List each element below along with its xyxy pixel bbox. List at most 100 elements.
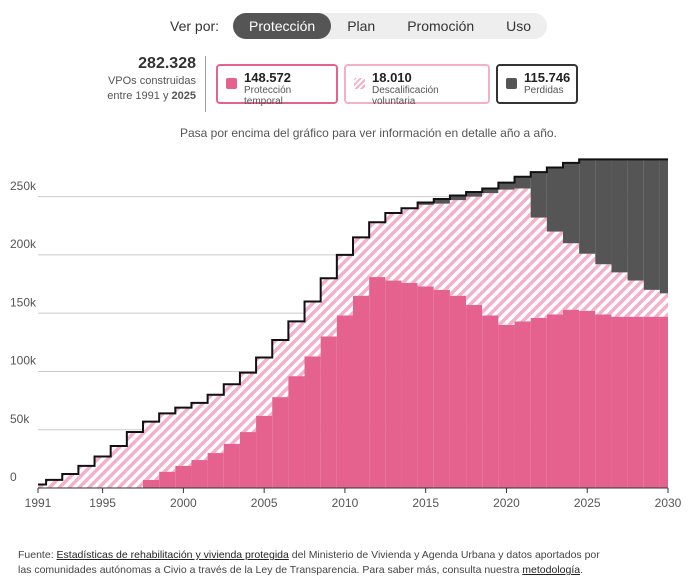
- hint: Pasa por encima del gráfico para ver inf…: [180, 126, 557, 140]
- area-step: [433, 289, 450, 488]
- area-step: [627, 280, 644, 317]
- y-tick-label: 0: [10, 470, 17, 484]
- area-step: [304, 356, 321, 488]
- area-step: [627, 316, 644, 488]
- area-step: [546, 231, 563, 315]
- x-tick-label: 2015: [412, 496, 439, 510]
- x-tick-label: 2025: [574, 496, 601, 510]
- area-step: [353, 295, 370, 488]
- summary-text: entre 1991 y 2025: [100, 89, 196, 104]
- tab[interactable]: Promoción: [407, 18, 475, 34]
- area-step: [659, 293, 668, 317]
- area-step: [449, 200, 467, 296]
- legend-label: Perdidas: [524, 85, 564, 96]
- nav-label: Ver por:: [170, 18, 220, 34]
- summary-text: entre 1991 y: [107, 90, 169, 102]
- area-step: [175, 465, 192, 488]
- y-tick-label: 100k: [10, 354, 37, 368]
- x-tick-label: 1995: [89, 496, 116, 510]
- x-tick-label: 2020: [493, 496, 520, 510]
- area-step: [46, 479, 63, 488]
- area-step: [369, 277, 386, 488]
- area-step: [223, 384, 240, 444]
- area-step: [94, 456, 111, 488]
- area-step: [466, 196, 483, 306]
- legend-swatch: [506, 78, 517, 89]
- x-tick-label: 2005: [251, 496, 278, 510]
- area-step: [126, 432, 143, 488]
- area-step: [239, 432, 257, 488]
- area-step: [611, 272, 628, 317]
- box-value: 18.010: [372, 70, 412, 85]
- nav: Ver por: Protección Plan Promoción Uso: [170, 13, 548, 39]
- tab[interactable]: Uso: [506, 18, 532, 34]
- area-step: [369, 222, 386, 278]
- x-tick-label: 2000: [170, 496, 197, 510]
- area-step: [191, 460, 208, 488]
- area-step: [579, 310, 596, 488]
- legend-box[interactable]: 18.010 Descalificación voluntaria: [344, 64, 490, 107]
- area-step: [417, 286, 434, 488]
- summary-year: 2025: [171, 90, 196, 102]
- area-step: [449, 295, 467, 488]
- area-step: [433, 203, 450, 290]
- area-step: [563, 162, 580, 244]
- area-step: [482, 188, 499, 194]
- area-step: [272, 339, 289, 398]
- area-step: [336, 254, 353, 316]
- area-step: [514, 321, 531, 488]
- area-step: [143, 479, 160, 488]
- legend-box[interactable]: 148.572 Protección temporal: [216, 64, 338, 107]
- area-step: [498, 182, 515, 190]
- area-step: [159, 413, 176, 472]
- area-step: [223, 443, 240, 488]
- area-step: [498, 324, 515, 488]
- area-step: [288, 321, 305, 377]
- area-step: [256, 357, 273, 416]
- area-step: [643, 159, 660, 290]
- area-step: [433, 198, 450, 204]
- area-step: [611, 316, 628, 488]
- area-step: [482, 315, 499, 488]
- area-step: [78, 465, 95, 488]
- area-step: [530, 172, 547, 218]
- x-tick-label: 2010: [332, 496, 359, 510]
- total: 282.328: [138, 55, 196, 72]
- area-step: [417, 202, 434, 205]
- area-step: [563, 309, 580, 488]
- legend-swatch: [354, 78, 365, 89]
- area-step: [62, 474, 79, 488]
- area-step: [320, 336, 337, 488]
- area-step: [579, 253, 596, 311]
- area-step: [385, 212, 402, 281]
- x-tick-label: 2030: [655, 496, 682, 510]
- tab[interactable]: Protección: [233, 13, 332, 39]
- area-step: [288, 376, 305, 488]
- footer-link[interactable]: Estadísticas de rehabilitación y viviend…: [56, 549, 289, 561]
- footer-link[interactable]: metodología: [522, 564, 581, 576]
- area-step: [530, 317, 547, 488]
- area-step: [611, 159, 628, 273]
- area-step: [256, 415, 273, 488]
- total-outline: [38, 158, 668, 486]
- area-step: [110, 446, 127, 488]
- legend-box[interactable]: 115.746 Perdidas: [496, 64, 578, 104]
- legend-swatch: [226, 78, 237, 89]
- box-value: 148.572: [244, 70, 291, 85]
- area-step: [482, 193, 499, 316]
- y-tick-label: 150k: [10, 295, 37, 309]
- area-step: [207, 453, 224, 488]
- legend-label: Protección temporal: [244, 85, 292, 107]
- area-step: [159, 471, 176, 488]
- area-step: [207, 394, 224, 454]
- area-step: [595, 159, 612, 265]
- area-step: [563, 243, 580, 310]
- separator: [205, 56, 206, 112]
- area-step: [353, 237, 370, 296]
- area-step: [595, 314, 612, 488]
- y-tick-label: 250k: [10, 179, 37, 193]
- tab[interactable]: Plan: [347, 18, 376, 34]
- area-step: [643, 316, 660, 488]
- area-step: [417, 204, 434, 287]
